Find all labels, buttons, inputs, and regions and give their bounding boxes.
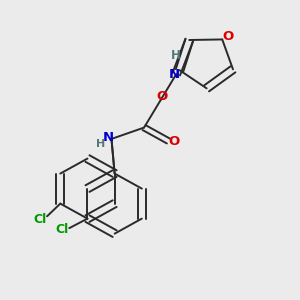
Text: O: O	[223, 30, 234, 43]
Text: H: H	[96, 139, 106, 149]
Text: N: N	[169, 68, 180, 81]
Text: N: N	[103, 131, 114, 144]
Text: Cl: Cl	[56, 223, 69, 236]
Text: O: O	[157, 90, 168, 103]
Text: Cl: Cl	[34, 213, 47, 226]
Text: O: O	[169, 135, 180, 148]
Text: H: H	[171, 49, 180, 62]
